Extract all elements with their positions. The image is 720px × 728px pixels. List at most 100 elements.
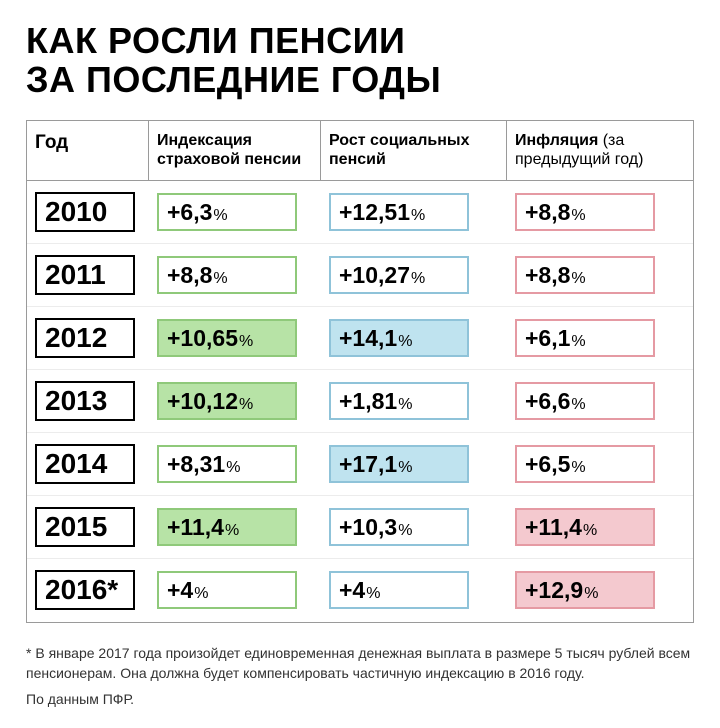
- percent-label: %: [239, 333, 253, 350]
- cell-year: 2015: [27, 496, 149, 558]
- value-box: +14,1%: [329, 319, 469, 357]
- cell-inflation: +6,5%: [507, 433, 693, 495]
- percent-label: %: [584, 585, 598, 602]
- cell-inflation: +8,8%: [507, 244, 693, 306]
- year-box: 2011: [35, 255, 135, 295]
- value-number: +1,81: [339, 388, 397, 414]
- percent-label: %: [194, 585, 208, 602]
- value-box: +1,81%: [329, 382, 469, 420]
- value-number: +12,51: [339, 199, 410, 225]
- title-line-1: КАК РОСЛИ ПЕНСИИ: [26, 20, 405, 61]
- cell-inflation: +6,1%: [507, 307, 693, 369]
- value-box: +8,8%: [515, 256, 655, 294]
- value-box: +11,4%: [515, 508, 655, 546]
- pension-table: Год Индексация страховой пенсии Рост соц…: [26, 120, 694, 623]
- year-box: 2013: [35, 381, 135, 421]
- cell-year: 2014: [27, 433, 149, 495]
- table-row: 2014+8,31%+17,1%+6,5%: [27, 433, 693, 496]
- year-box: 2016*: [35, 570, 135, 610]
- value-number: +8,31: [167, 451, 225, 477]
- table-body: 2010+6,3%+12,51%+8,8%2011+8,8%+10,27%+8,…: [27, 181, 693, 622]
- percent-label: %: [411, 207, 425, 224]
- value-number: +10,65: [167, 325, 238, 351]
- value-number: +11,4: [525, 514, 582, 540]
- value-number: +8,8: [167, 262, 212, 288]
- percent-label: %: [571, 207, 585, 224]
- header-inflation-bold: Инфляция: [515, 132, 598, 149]
- cell-social-growth: +4%: [321, 559, 507, 622]
- value-number: +10,3: [339, 514, 397, 540]
- value-number: +17,1: [339, 451, 397, 477]
- value-box: +8,8%: [515, 193, 655, 231]
- value-number: +10,12: [167, 388, 238, 414]
- cell-social-growth: +1,81%: [321, 370, 507, 432]
- value-number: +8,8: [525, 262, 570, 288]
- cell-insurance-index: +11,4%: [149, 496, 321, 558]
- table-row: 2013+10,12%+1,81%+6,6%: [27, 370, 693, 433]
- value-number: +4: [339, 577, 365, 603]
- value-box: +10,27%: [329, 256, 469, 294]
- value-box: +4%: [157, 571, 297, 609]
- year-box: 2014: [35, 444, 135, 484]
- main-title: КАК РОСЛИ ПЕНСИИ ЗА ПОСЛЕДНИЕ ГОДЫ: [26, 22, 694, 100]
- value-number: +14,1: [339, 325, 397, 351]
- cell-year: 2016*: [27, 559, 149, 622]
- cell-insurance-index: +4%: [149, 559, 321, 622]
- cell-inflation: +11,4%: [507, 496, 693, 558]
- table-row: 2011+8,8%+10,27%+8,8%: [27, 244, 693, 307]
- percent-label: %: [366, 585, 380, 602]
- cell-insurance-index: +8,31%: [149, 433, 321, 495]
- percent-label: %: [226, 459, 240, 476]
- header-inflation: Инфляция (за предыдущий год): [507, 121, 693, 180]
- percent-label: %: [398, 396, 412, 413]
- header-insurance-index: Индексация страховой пенсии: [149, 121, 321, 180]
- table-row: 2015+11,4%+10,3%+11,4%: [27, 496, 693, 559]
- value-box: +10,12%: [157, 382, 297, 420]
- source-text: По данным ПФР.: [26, 691, 694, 707]
- cell-inflation: +6,6%: [507, 370, 693, 432]
- value-number: +6,3: [167, 199, 212, 225]
- value-box: +17,1%: [329, 445, 469, 483]
- percent-label: %: [398, 459, 412, 476]
- cell-insurance-index: +8,8%: [149, 244, 321, 306]
- percent-label: %: [571, 459, 585, 476]
- value-box: +4%: [329, 571, 469, 609]
- cell-inflation: +8,8%: [507, 181, 693, 243]
- value-number: +6,1: [525, 325, 570, 351]
- cell-inflation: +12,9%: [507, 559, 693, 622]
- table-row: 2012+10,65%+14,1%+6,1%: [27, 307, 693, 370]
- value-box: +10,3%: [329, 508, 469, 546]
- value-number: +4: [167, 577, 193, 603]
- cell-insurance-index: +6,3%: [149, 181, 321, 243]
- percent-label: %: [411, 270, 425, 287]
- table-header-row: Год Индексация страховой пенсии Рост соц…: [27, 121, 693, 181]
- percent-label: %: [239, 396, 253, 413]
- cell-insurance-index: +10,65%: [149, 307, 321, 369]
- table-row: 2010+6,3%+12,51%+8,8%: [27, 181, 693, 244]
- value-box: +8,8%: [157, 256, 297, 294]
- cell-social-growth: +12,51%: [321, 181, 507, 243]
- percent-label: %: [213, 207, 227, 224]
- value-box: +10,65%: [157, 319, 297, 357]
- percent-label: %: [398, 522, 412, 539]
- value-number: +12,9: [525, 577, 583, 603]
- cell-year: 2011: [27, 244, 149, 306]
- cell-year: 2013: [27, 370, 149, 432]
- cell-social-growth: +17,1%: [321, 433, 507, 495]
- value-box: +12,9%: [515, 571, 655, 609]
- value-number: +6,6: [525, 388, 570, 414]
- value-number: +8,8: [525, 199, 570, 225]
- cell-social-growth: +10,3%: [321, 496, 507, 558]
- percent-label: %: [571, 333, 585, 350]
- value-box: +6,5%: [515, 445, 655, 483]
- cell-social-growth: +10,27%: [321, 244, 507, 306]
- percent-label: %: [583, 522, 597, 539]
- value-box: +8,31%: [157, 445, 297, 483]
- cell-year: 2010: [27, 181, 149, 243]
- cell-year: 2012: [27, 307, 149, 369]
- value-box: +6,1%: [515, 319, 655, 357]
- footnote-text: * В январе 2017 года произойдет единовре…: [26, 643, 694, 684]
- header-social-growth: Рост социальных пенсий: [321, 121, 507, 180]
- value-box: +12,51%: [329, 193, 469, 231]
- value-number: +10,27: [339, 262, 410, 288]
